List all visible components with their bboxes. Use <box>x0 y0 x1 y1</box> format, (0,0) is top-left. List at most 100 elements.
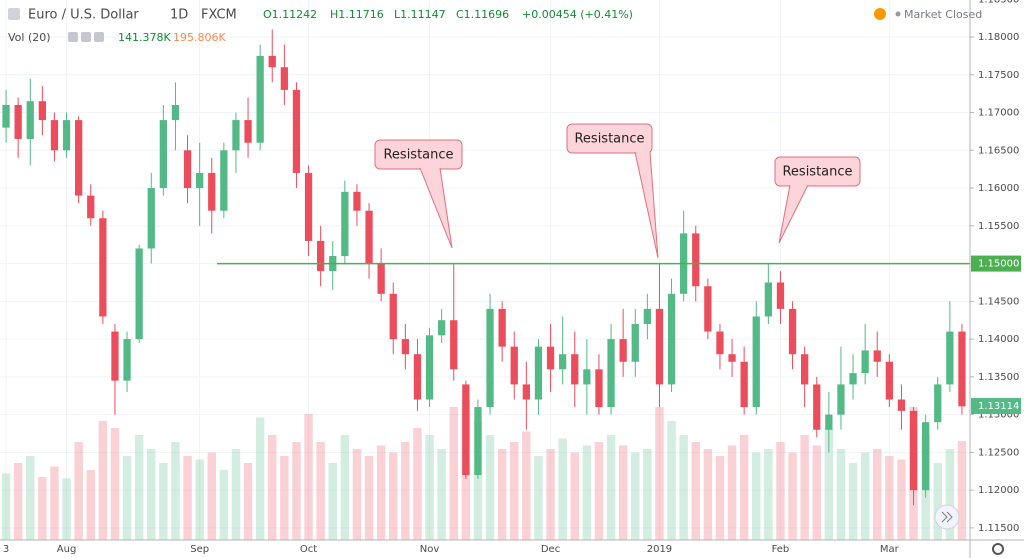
vol-btn[interactable] <box>94 32 104 42</box>
callout-text: Resistance <box>383 148 453 163</box>
volume-bar <box>848 463 858 540</box>
volume-bar <box>159 463 168 540</box>
candle-body <box>619 339 627 362</box>
volume-bar <box>473 421 483 540</box>
candle-body <box>123 339 131 381</box>
candle-body <box>183 150 192 189</box>
volume-bar <box>788 452 797 540</box>
symbol-icon[interactable] <box>8 8 20 20</box>
candle-body <box>389 293 397 340</box>
source: FXCM <box>201 8 237 23</box>
callout-box <box>774 156 861 187</box>
candle-body <box>571 354 579 385</box>
symbol-title[interactable]: Euro / U.S. Dollar <box>28 8 139 23</box>
volume-bar <box>122 456 132 540</box>
volume-bar <box>897 459 906 540</box>
candle-body <box>655 308 664 385</box>
candle-body <box>50 120 59 151</box>
volume-bar <box>824 428 834 540</box>
volume-bar <box>752 452 761 540</box>
volume-bar <box>1 473 11 540</box>
candle-body <box>909 410 918 491</box>
candle-body <box>99 218 107 317</box>
volume-bar <box>134 435 144 540</box>
candle-body <box>450 320 458 370</box>
volume-value: 141.378K <box>118 31 171 44</box>
candle-body <box>208 172 216 211</box>
candle-body <box>75 120 83 196</box>
volume-bar <box>643 449 652 540</box>
volume-bar <box>13 463 23 540</box>
candle-body <box>607 339 615 408</box>
candle-body <box>752 316 760 408</box>
callout-box <box>374 139 463 170</box>
candle-body <box>704 286 712 332</box>
volume-bar <box>413 428 422 540</box>
volume-bar <box>776 442 785 540</box>
callout-pointer <box>419 167 453 249</box>
alert-icon[interactable] <box>874 8 886 20</box>
candle-body <box>546 346 555 370</box>
candle-body <box>849 373 857 385</box>
candle-body <box>196 172 204 189</box>
settings-icon[interactable] <box>992 543 1004 555</box>
candle-body <box>292 89 301 173</box>
volume-bar <box>957 441 967 540</box>
volume-bar <box>255 417 265 540</box>
candle-body <box>147 188 155 249</box>
candle-body <box>26 101 34 139</box>
callout-seam <box>636 150 649 153</box>
volume-bar <box>147 449 156 540</box>
y-tick-label: 1.13500 <box>978 372 1019 383</box>
callout-box <box>566 123 653 154</box>
x-tick-label: 3 <box>3 544 9 555</box>
volume-bar <box>570 452 579 540</box>
candle-body <box>232 120 240 151</box>
candle-body <box>377 263 385 294</box>
volume-bar <box>437 449 446 540</box>
last-price-box <box>971 398 1021 415</box>
candle-body <box>171 104 180 121</box>
vol-btn[interactable] <box>68 32 78 42</box>
volume-bar <box>582 445 592 540</box>
candle-body <box>38 101 46 121</box>
grid <box>0 0 970 540</box>
candle-body <box>317 240 325 272</box>
candle-body <box>788 308 797 355</box>
volume-bar <box>727 445 737 540</box>
candle-body <box>922 422 930 491</box>
volume-bar <box>739 435 749 540</box>
candle-body <box>135 248 143 340</box>
volume-bar <box>631 452 640 540</box>
header: Euro / U.S. Dollar 1D FXCM O1.11242 H1.1… <box>8 8 982 44</box>
candle-body <box>873 350 881 362</box>
candle-body <box>2 104 10 128</box>
volume-bar <box>98 421 108 540</box>
volume-bar <box>268 435 277 540</box>
candle-body <box>801 354 809 385</box>
vol-btn[interactable] <box>81 32 91 42</box>
candle-body <box>631 324 639 362</box>
volume-bar <box>485 435 495 540</box>
volume-bar <box>195 459 204 540</box>
volume-bar <box>280 456 289 540</box>
volume-bar <box>606 435 616 540</box>
candle-body <box>438 320 446 336</box>
volume-bar <box>945 449 955 540</box>
callout-pointer <box>778 184 809 244</box>
y-tick-label: 1.12000 <box>978 485 1019 496</box>
volume-bar <box>885 456 894 540</box>
candle-body <box>861 350 869 374</box>
volume-bar <box>62 478 71 540</box>
ohlc-close: C1.11696 <box>456 8 509 21</box>
y-tick-label: 1.18000 <box>978 32 1019 43</box>
candle-body <box>62 120 71 151</box>
callout-text: Resistance <box>574 132 644 147</box>
y-tick-label: 1.18500 <box>978 0 1019 5</box>
volume-bar <box>352 449 362 540</box>
candle-body <box>159 120 167 189</box>
volume-bar <box>328 463 337 540</box>
volume-bar <box>26 456 35 540</box>
interval[interactable]: 1D <box>170 8 188 23</box>
volume-bar <box>292 442 301 540</box>
